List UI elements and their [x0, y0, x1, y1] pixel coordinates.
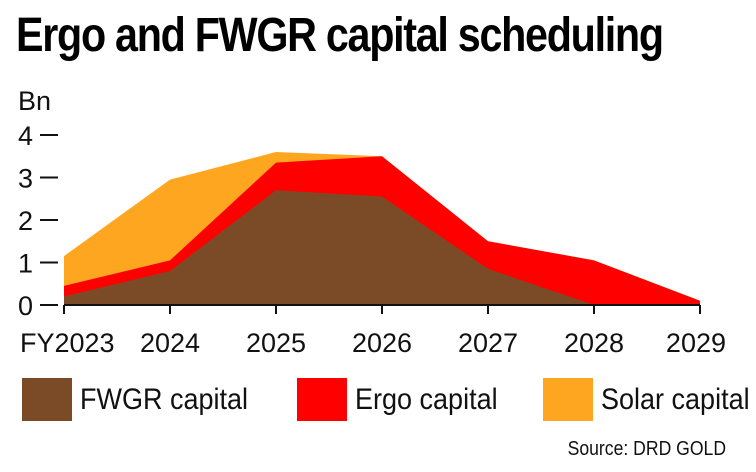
y-tick-label: 3	[18, 164, 33, 194]
legend-label-ergo: Ergo capital	[354, 382, 498, 416]
y-tick-label: 1	[18, 249, 33, 279]
x-tick-label: 2024	[140, 328, 200, 358]
legend: FWGR capital Ergo capital Solar capital	[22, 378, 756, 421]
area-series-fwgr-capital	[64, 190, 700, 305]
chart-title: Ergo and FWGR capital scheduling	[16, 9, 664, 62]
x-tick-label: FY2023	[20, 328, 115, 358]
legend-label-fwgr: FWGR capital	[80, 382, 249, 416]
y-tick-label: 2	[18, 206, 33, 236]
legend-item-fwgr: FWGR capital	[22, 378, 267, 421]
legend-label-solar: Solar capital	[601, 382, 750, 416]
y-axis-unit-label: Bn	[18, 86, 51, 116]
x-tick-label: 2029	[666, 328, 726, 358]
legend-item-ergo: Ergo capital	[296, 378, 513, 421]
x-tick-label: 2028	[564, 328, 624, 358]
legend-swatch-ergo	[296, 378, 347, 421]
x-axis-tick-labels: FY2023 2024 2025 2026 2027 2028 2029	[20, 305, 726, 358]
legend-item-solar: Solar capital	[543, 378, 756, 421]
y-tick-label: 0	[18, 291, 33, 321]
x-tick-label: 2027	[458, 328, 518, 358]
legend-swatch-fwgr	[22, 378, 72, 421]
source-note: Source: DRD GOLD	[567, 438, 726, 460]
chart-areas	[64, 152, 700, 305]
legend-swatch-solar	[543, 378, 594, 421]
x-tick-label: 2025	[246, 328, 306, 358]
x-tick-label: 2026	[352, 328, 412, 358]
y-tick-label: 4	[18, 121, 33, 151]
area-chart: 0 1 2 3 4 Bn FY2023 2024 2025 2026 2027 2028 2029	[18, 86, 726, 358]
